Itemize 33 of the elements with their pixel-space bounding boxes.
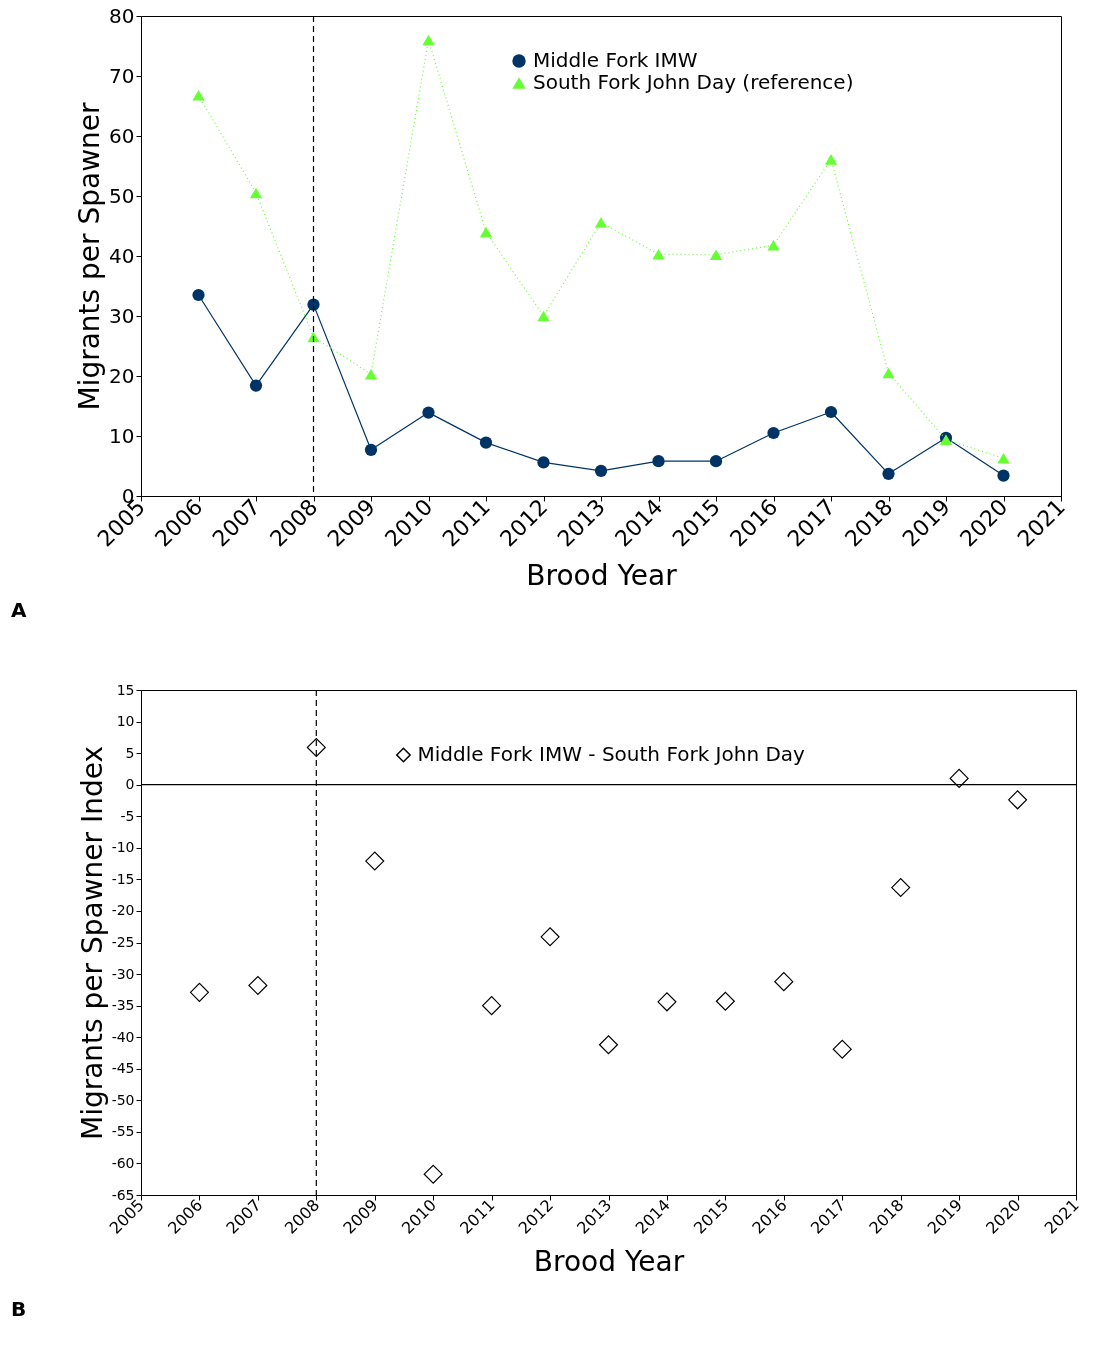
y-tick-label: -35	[111, 997, 135, 1014]
legend-label: Middle Fork IMW	[533, 48, 698, 72]
y-tick-label: 15	[116, 681, 135, 698]
y-tick-label: 10	[116, 713, 135, 730]
y-tick-label: 30	[109, 303, 135, 328]
y-tick-label: -55	[111, 1123, 135, 1140]
y-tick-label: -60	[111, 1154, 135, 1171]
y-tick-label: 70	[109, 63, 135, 88]
y-tick-label: -10	[111, 839, 135, 856]
y-tick-label: 0	[125, 776, 135, 793]
y-tick-label: -20	[111, 902, 135, 919]
y-tick-label: -15	[111, 870, 135, 887]
x-axis-title: Brood Year	[533, 1244, 685, 1278]
legend-label: South Fork John Day (reference)	[533, 70, 854, 94]
y-tick-label: 20	[109, 363, 135, 388]
y-tick-label: -30	[111, 965, 135, 982]
y-tick-label: -50	[111, 1091, 135, 1108]
legend-label: Middle Fork IMW - South Fork John Day	[417, 742, 806, 766]
y-tick-label: 5	[125, 744, 135, 761]
y-tick-label: 60	[109, 123, 135, 148]
y-tick-label: -45	[111, 1060, 135, 1077]
y-tick-label: 50	[109, 183, 135, 208]
y-tick-label: -5	[120, 807, 135, 824]
y-tick-label: 40	[109, 243, 135, 268]
y-axis-title: Migrants per Spawner	[73, 101, 107, 411]
x-axis-title: Brood Year	[526, 558, 678, 592]
y-tick-label: 80	[109, 3, 135, 28]
y-tick-label: -40	[111, 1028, 135, 1045]
y-tick-label: 10	[109, 423, 135, 448]
text: A	[11, 598, 27, 622]
y-tick-label: -25	[111, 934, 135, 950]
text: B	[11, 1297, 27, 1321]
y-axis-title: Migrants per Spawner Index	[75, 745, 109, 1141]
